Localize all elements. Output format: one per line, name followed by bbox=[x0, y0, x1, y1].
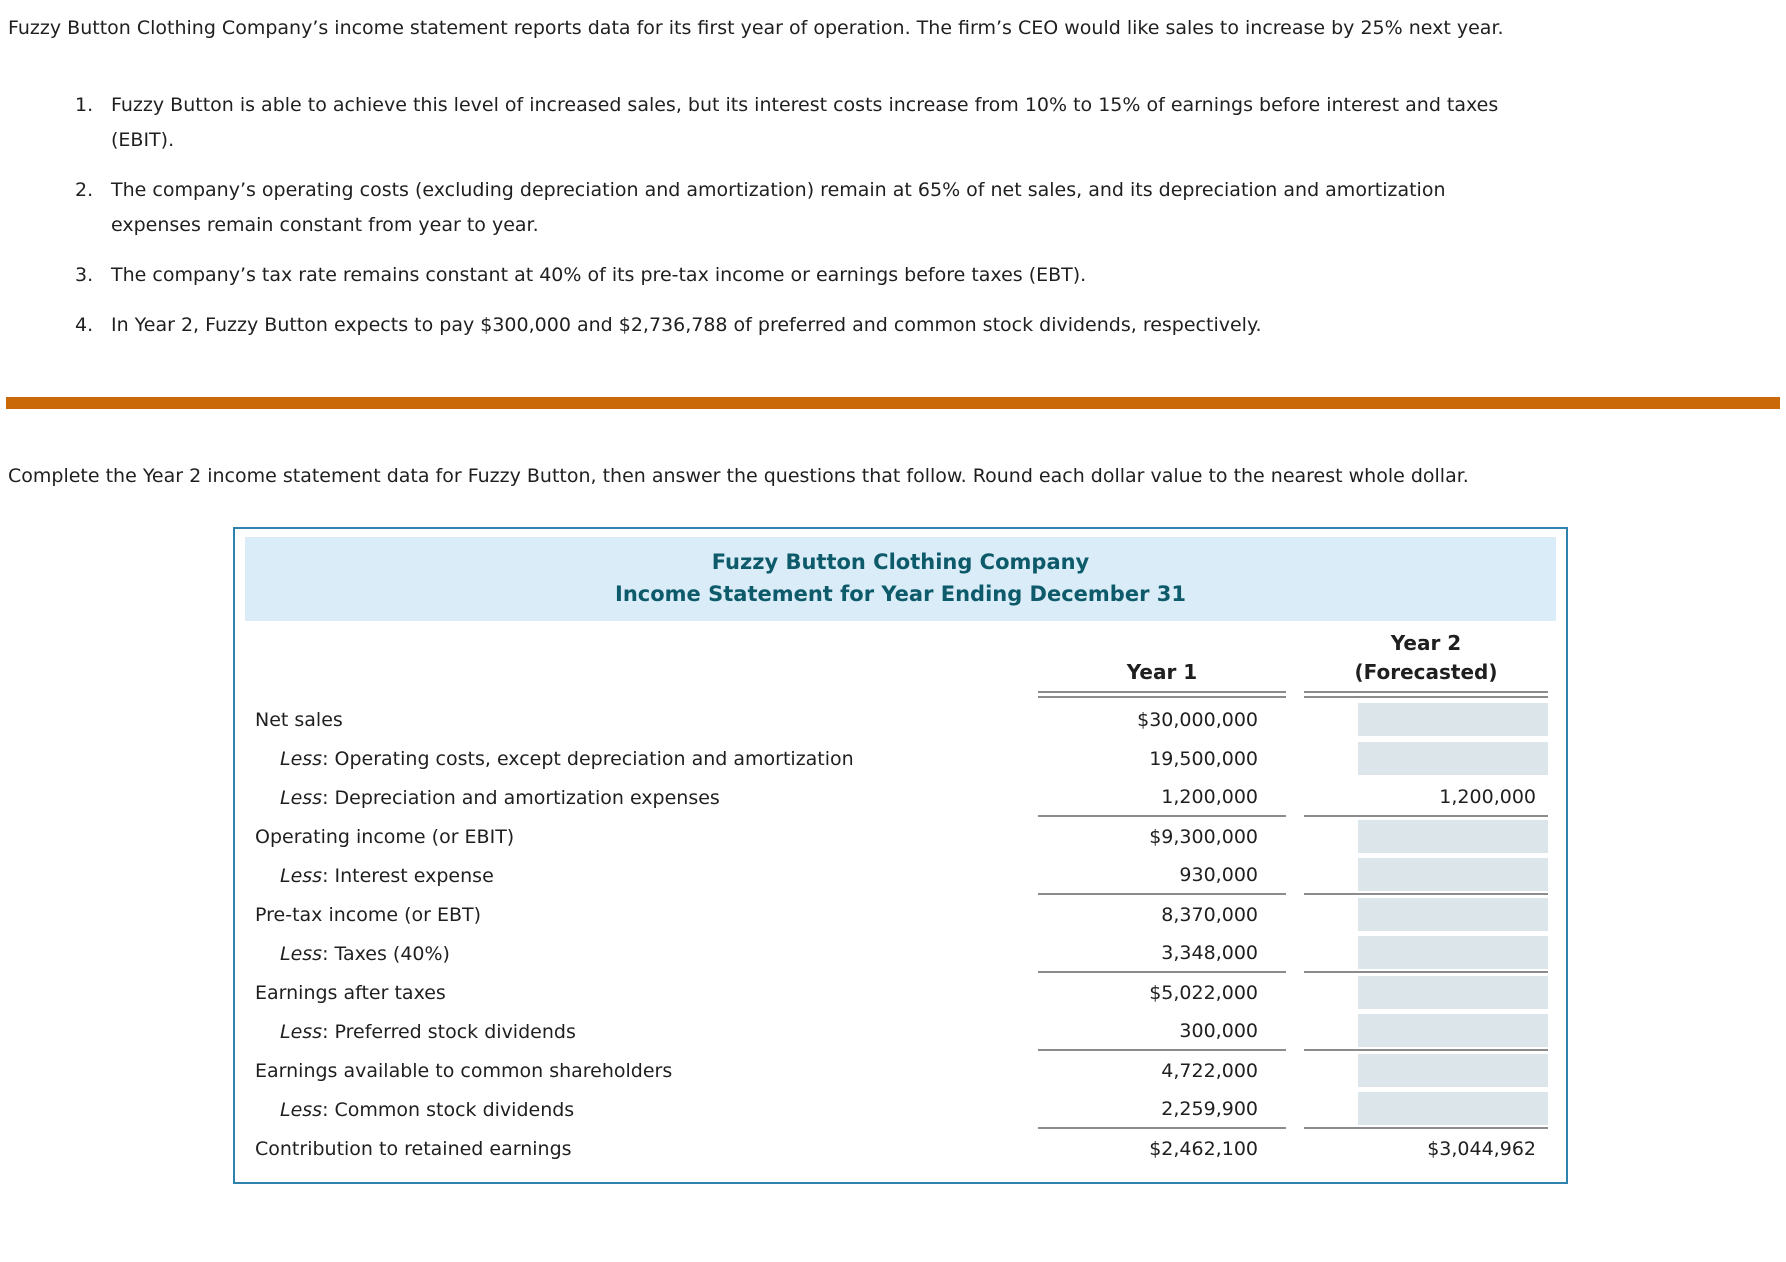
table-row-pretax-income: Pre-tax income (or EBT) 8,370,000 bbox=[235, 895, 1566, 934]
year1-value: 930,000 bbox=[1038, 856, 1286, 895]
preferred-dividends-year2-input[interactable] bbox=[1358, 1014, 1548, 1047]
row-label: : Depreciation and amortization expenses bbox=[322, 786, 720, 809]
list-item: 3. The company’s tax rate remains consta… bbox=[75, 258, 1786, 293]
row-label: Operating income (or EBIT) bbox=[255, 825, 515, 848]
list-item-text: In Year 2, Fuzzy Button expects to pay $… bbox=[111, 314, 1262, 336]
less-label: Less bbox=[280, 786, 323, 809]
row-label: Earnings after taxes bbox=[255, 981, 446, 1004]
year2-forecasted-label: (Forecasted) bbox=[1354, 660, 1498, 684]
table-row-common-dividends: Less: Common stock dividends 2,259,900 bbox=[235, 1090, 1566, 1129]
list-item-number: 3. bbox=[75, 264, 94, 286]
list-item: 4. In Year 2, Fuzzy Button expects to pa… bbox=[75, 308, 1786, 343]
intro-paragraph: Fuzzy Button Clothing Company’s income s… bbox=[8, 17, 1504, 39]
assumptions-list: 1. Fuzzy Button is able to achieve this … bbox=[0, 88, 1786, 343]
table-row-retained-earnings: Contribution to retained earnings $2,462… bbox=[235, 1129, 1566, 1168]
table-row-net-sales: Net sales $30,000,000 bbox=[235, 700, 1566, 739]
row-label: Contribution to retained earnings bbox=[255, 1137, 572, 1160]
year1-value: 8,370,000 bbox=[1161, 903, 1258, 926]
ebit-year2-input[interactable] bbox=[1358, 820, 1548, 853]
row-label: Net sales bbox=[255, 708, 343, 731]
table-row-depreciation: Less: Depreciation and amortization expe… bbox=[235, 778, 1566, 817]
table-body: Net sales $30,000,000 Less: Operating co… bbox=[235, 700, 1566, 1168]
year2-double-rule bbox=[1304, 691, 1548, 698]
pretax-income-year2-input[interactable] bbox=[1358, 898, 1548, 931]
earnings-common-year2-input[interactable] bbox=[1358, 1054, 1548, 1087]
list-item-number: 4. bbox=[75, 314, 94, 336]
taxes-year2-input[interactable] bbox=[1358, 936, 1548, 969]
statement-title: Income Statement for Year Ending Decembe… bbox=[615, 582, 1186, 606]
table-row-operating-costs: Less: Operating costs, except depreciati… bbox=[235, 739, 1566, 778]
list-item-number: 1. bbox=[75, 94, 94, 116]
row-label: : Taxes (40%) bbox=[322, 942, 450, 965]
year1-value: 19,500,000 bbox=[1149, 747, 1258, 770]
year2-value: $3,044,962 bbox=[1427, 1137, 1536, 1160]
row-label: : Preferred stock dividends bbox=[322, 1020, 576, 1043]
interest-expense-year2-input[interactable] bbox=[1358, 858, 1548, 891]
row-label: : Common stock dividends bbox=[322, 1098, 575, 1121]
section-divider bbox=[6, 397, 1780, 409]
less-label: Less bbox=[280, 1098, 323, 1121]
table-row-operating-income: Operating income (or EBIT) $9,300,000 bbox=[235, 817, 1566, 856]
year2-value: 1,200,000 bbox=[1304, 778, 1548, 817]
table-row-preferred-dividends: Less: Preferred stock dividends 300,000 bbox=[235, 1012, 1566, 1051]
less-label: Less bbox=[280, 1020, 323, 1043]
table-row-earnings-common: Earnings available to common shareholder… bbox=[235, 1051, 1566, 1090]
column-headers: Year 2 Year 1 (Forecasted) bbox=[235, 629, 1566, 698]
net-sales-year2-input[interactable] bbox=[1358, 703, 1548, 736]
table-row-earnings-after-taxes: Earnings after taxes $5,022,000 bbox=[235, 973, 1566, 1012]
year1-value: $9,300,000 bbox=[1149, 825, 1258, 848]
list-item-text: The company’s operating costs (excluding… bbox=[111, 179, 1446, 236]
row-label: : Interest expense bbox=[322, 864, 494, 887]
income-statement-table: Fuzzy Button Clothing Company Income Sta… bbox=[233, 527, 1568, 1184]
less-label: Less bbox=[280, 747, 323, 770]
year1-column-header: Year 1 bbox=[1126, 660, 1198, 684]
year1-value: 300,000 bbox=[1038, 1012, 1286, 1051]
list-item: 2. The company’s operating costs (exclud… bbox=[75, 173, 1786, 243]
list-item-text: The company’s tax rate remains constant … bbox=[111, 264, 1087, 286]
table-title-band: Fuzzy Button Clothing Company Income Sta… bbox=[245, 537, 1556, 621]
list-item-number: 2. bbox=[75, 179, 94, 201]
year1-double-rule bbox=[1038, 691, 1286, 698]
company-name-title: Fuzzy Button Clothing Company bbox=[711, 550, 1090, 574]
row-label: : Operating costs, except depreciation a… bbox=[322, 747, 854, 770]
row-label: Pre-tax income (or EBT) bbox=[255, 903, 482, 926]
table-row-taxes: Less: Taxes (40%) 3,348,000 bbox=[235, 934, 1566, 973]
year1-value: $5,022,000 bbox=[1149, 981, 1258, 1004]
year1-value: $30,000,000 bbox=[1137, 708, 1258, 731]
instruction-text: Complete the Year 2 income statement dat… bbox=[8, 465, 1469, 487]
year1-value: 4,722,000 bbox=[1161, 1059, 1258, 1082]
list-item: 1. Fuzzy Button is able to achieve this … bbox=[75, 88, 1786, 158]
earnings-after-taxes-year2-input[interactable] bbox=[1358, 976, 1548, 1009]
year2-column-header: Year 2 bbox=[1390, 631, 1462, 655]
year1-value: 3,348,000 bbox=[1038, 934, 1286, 973]
less-label: Less bbox=[280, 864, 323, 887]
common-dividends-year2-input[interactable] bbox=[1358, 1092, 1548, 1125]
operating-costs-year2-input[interactable] bbox=[1358, 742, 1548, 775]
table-row-interest-expense: Less: Interest expense 930,000 bbox=[235, 856, 1566, 895]
less-label: Less bbox=[280, 942, 323, 965]
year1-value: 2,259,900 bbox=[1038, 1090, 1286, 1129]
year1-value: 1,200,000 bbox=[1038, 778, 1286, 817]
row-label: Earnings available to common shareholder… bbox=[255, 1059, 673, 1082]
list-item-text: Fuzzy Button is able to achieve this lev… bbox=[111, 94, 1499, 151]
year1-value: $2,462,100 bbox=[1149, 1137, 1258, 1160]
